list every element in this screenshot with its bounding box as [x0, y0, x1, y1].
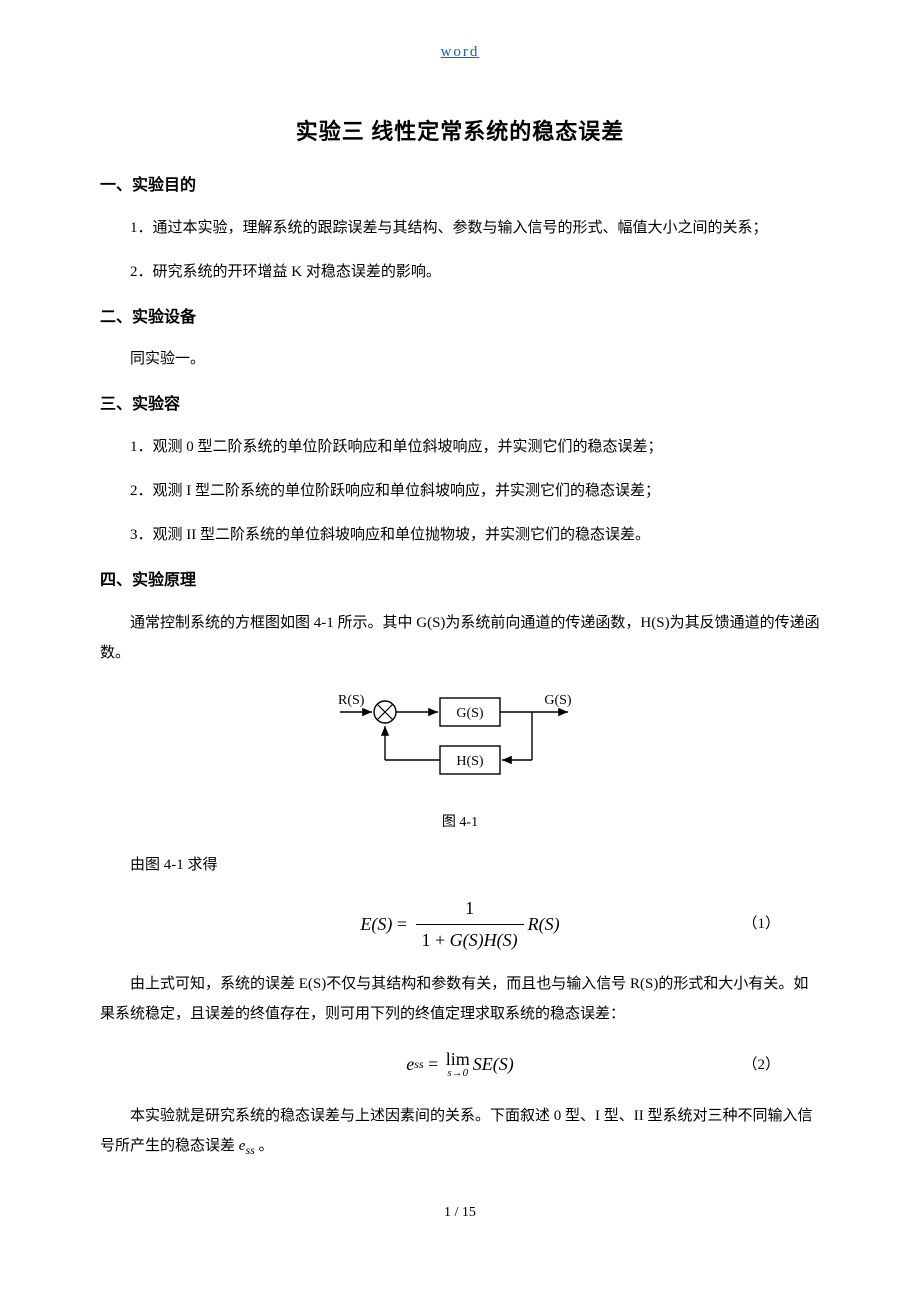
equation-1: E(S) = 1 1 + G(S)H(S) R(S) （1）	[100, 894, 820, 955]
eq1-den: 1 + G(S)H(S)	[416, 924, 524, 955]
s4-p1: 通常控制系统的方框图如图 4-1 所示。其中 G(S)为系统前向通道的传递函数，…	[100, 608, 820, 668]
s4-p2: 由图 4-1 求得	[100, 850, 820, 880]
block-diagram: R(S) G(S) G(S) H(S)	[100, 682, 820, 792]
s1-p2: 2．研究系统的开环增益 K 对稳态误差的影响。	[100, 257, 820, 287]
eq2-lim-sub: s→0	[447, 1068, 468, 1079]
eq2-lim: lim s→0	[446, 1050, 470, 1079]
page-title: 实验三 线性定常系统的稳态误差	[100, 114, 820, 149]
eq2-e: e	[406, 1050, 414, 1079]
figure-caption: 图 4-1	[100, 812, 820, 834]
header-word-link[interactable]: word	[100, 40, 820, 64]
s4-p4-a: 本实验就是研究系统的稳态误差与上述因素间的关系。下面叙述 0 型、I 型、II …	[100, 1108, 813, 1154]
s4-p4-b: 。	[255, 1138, 274, 1154]
diagram-output-label: G(S)	[544, 693, 572, 708]
section-2-heading: 二、实验设备	[100, 305, 820, 331]
eq1-number: （1）	[742, 912, 780, 936]
diagram-h-block: H(S)	[456, 754, 484, 769]
eq1-fraction: 1 1 + G(S)H(S)	[416, 894, 524, 955]
section-4-heading: 四、实验原理	[100, 568, 820, 594]
page-number: 1 / 15	[100, 1202, 820, 1224]
equation-2: ess = lim s→0 SE(S) （2）	[100, 1043, 820, 1087]
diagram-input-label: R(S)	[338, 693, 365, 708]
diagram-g-block: G(S)	[456, 706, 484, 721]
eq2-sub: ss	[414, 1055, 423, 1074]
eq2-rhs: SE(S)	[473, 1050, 514, 1079]
eq1-tail: R(S)	[528, 910, 560, 939]
eq2-lim-word: lim	[446, 1050, 470, 1068]
eq1-num: 1	[459, 894, 480, 924]
section-3-heading: 三、实验容	[100, 392, 820, 418]
s3-p1: 1．观测 0 型二阶系统的单位阶跃响应和单位斜坡响应，并实测它们的稳态误差；	[100, 432, 820, 462]
s4-p4: 本实验就是研究系统的稳态误差与上述因素间的关系。下面叙述 0 型、I 型、II …	[100, 1101, 820, 1162]
s2-p1: 同实验一。	[100, 344, 820, 374]
section-1-heading: 一、实验目的	[100, 173, 820, 199]
s4-p3: 由上式可知，系统的误差 E(S)不仅与其结构和参数有关，而且也与输入信号 R(S…	[100, 969, 820, 1029]
s3-p3: 3．观测 II 型二阶系统的单位斜坡响应和单位抛物坡，并实测它们的稳态误差。	[100, 520, 820, 550]
eq1-lhs: E(S)	[360, 910, 392, 939]
s4-p4-sub: ss	[245, 1143, 254, 1157]
eq2-number: （2）	[742, 1053, 780, 1077]
s3-p2: 2．观测 I 型二阶系统的单位阶跃响应和单位斜坡响应，并实测它们的稳态误差；	[100, 476, 820, 506]
s1-p1: 1．通过本实验，理解系统的跟踪误差与其结构、参数与输入信号的形式、幅值大小之间的…	[100, 213, 820, 243]
